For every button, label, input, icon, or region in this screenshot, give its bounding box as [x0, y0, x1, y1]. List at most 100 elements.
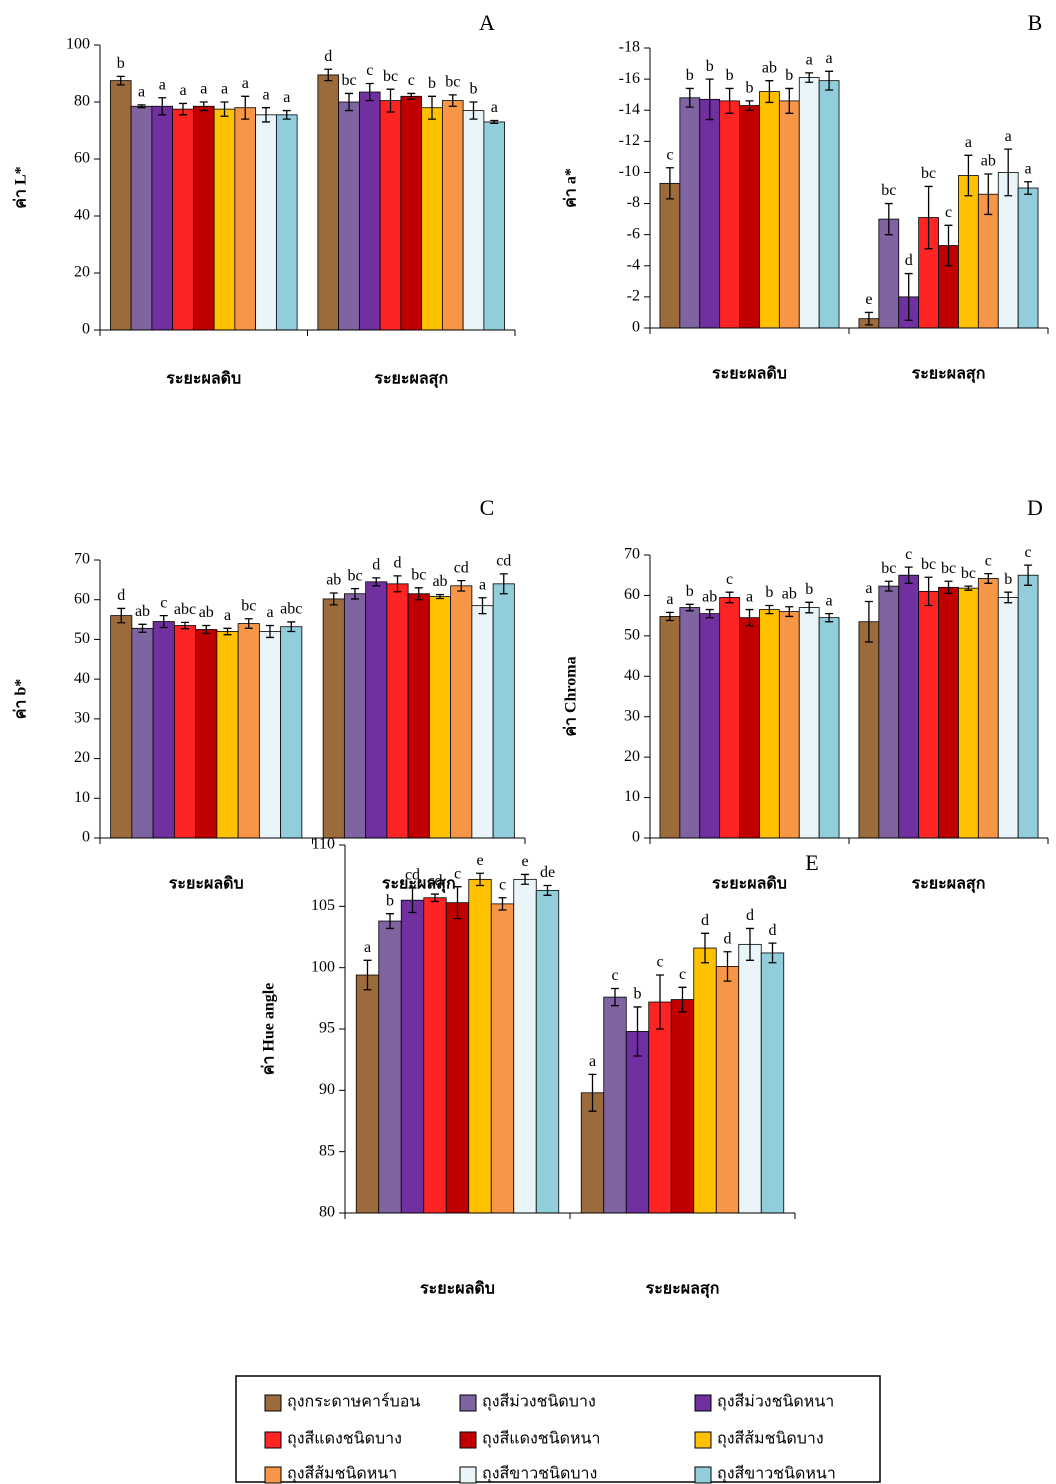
bar	[386, 583, 409, 839]
bar	[759, 91, 780, 329]
significance-letter: c	[905, 546, 912, 563]
bar	[760, 952, 785, 1214]
error-bar	[665, 167, 674, 200]
error-bar	[499, 573, 508, 595]
y-tick-label: 80	[319, 1204, 335, 1221]
significance-letter: c	[726, 571, 733, 588]
error-bar	[521, 873, 529, 885]
y-tick-label: 40	[74, 207, 90, 224]
error-bar	[611, 987, 619, 1007]
y-tick-label: 110	[312, 836, 335, 853]
significance-letter: b	[386, 892, 394, 909]
bar	[535, 889, 560, 1214]
bar	[195, 629, 218, 839]
error-bar	[701, 932, 709, 964]
error-bar	[241, 95, 250, 120]
bar	[255, 114, 277, 331]
legend-label: ถุงสีแดงชนิดหนา	[482, 1430, 600, 1449]
bar	[693, 947, 717, 1214]
bar	[679, 97, 701, 329]
error-bar	[656, 974, 664, 1030]
significance-letter: a	[965, 134, 972, 151]
bar	[109, 80, 132, 331]
x-tick-label: ระยะผลดิบ	[420, 1280, 495, 1298]
bar	[798, 607, 820, 839]
significance-letter: b	[428, 75, 436, 92]
error-bar	[904, 566, 913, 584]
error-bar	[705, 78, 714, 121]
bar	[471, 605, 494, 839]
significance-letter: cd	[454, 559, 469, 576]
bar	[699, 98, 721, 329]
error-bar	[137, 104, 146, 109]
error-bar	[665, 611, 674, 622]
y-axis-title: ค่า Hue angle	[261, 983, 278, 1076]
bar	[738, 943, 762, 1214]
bar	[648, 1001, 672, 1214]
significance-letter: cd	[427, 873, 442, 890]
error-bar	[944, 224, 953, 267]
bar	[445, 902, 470, 1214]
significance-letter: b	[117, 55, 125, 72]
y-tick-label: 95	[319, 1020, 335, 1037]
y-tick-label: 85	[319, 1142, 335, 1159]
significance-letter: bc	[921, 556, 936, 573]
significance-letter: c	[611, 967, 618, 984]
bar	[659, 616, 681, 839]
significance-letter: cd	[496, 553, 511, 570]
significance-letter: bc	[445, 74, 460, 91]
error-bar	[365, 82, 374, 102]
bar	[400, 899, 425, 1214]
y-tick-label: -16	[619, 70, 640, 87]
significance-letter: bc	[941, 560, 956, 577]
bar	[670, 999, 695, 1214]
bar	[379, 100, 402, 331]
significance-letter: b	[634, 986, 642, 1003]
bar	[192, 105, 215, 331]
legend-label: ถุงสีแดงชนิดบาง	[287, 1430, 402, 1449]
bar	[858, 621, 880, 839]
error-bar	[768, 942, 777, 964]
bar	[130, 105, 153, 331]
bar	[719, 100, 740, 329]
error-bar	[431, 893, 439, 903]
legend-swatch	[459, 1394, 477, 1412]
error-bar	[984, 572, 993, 584]
bar	[483, 121, 506, 331]
significance-letter: ab	[432, 573, 447, 590]
error-bar	[159, 614, 168, 629]
bar	[898, 574, 920, 839]
significance-letter: c	[679, 966, 686, 983]
y-tick-label: 40	[74, 670, 90, 687]
y-tick-label: 90	[319, 1081, 335, 1098]
error-bar	[805, 601, 814, 614]
y-tick-label: 10	[74, 789, 90, 806]
error-bar	[1024, 564, 1033, 586]
significance-letter: e	[476, 852, 483, 869]
significance-letter: d	[117, 587, 125, 604]
y-tick-label: 70	[74, 551, 90, 568]
y-tick-label: 105	[311, 897, 335, 914]
significance-letter: a	[589, 1053, 596, 1070]
significance-letter: a	[266, 604, 273, 621]
bar	[778, 611, 800, 839]
significance-letter: bc	[341, 72, 356, 89]
significance-letter: abc	[174, 601, 196, 618]
error-bar	[117, 607, 126, 624]
legend-label: ถุงสีม่วงชนิดหนา	[717, 1393, 834, 1412]
significance-letter: c	[656, 954, 663, 971]
bar	[759, 609, 780, 839]
error-bar	[543, 884, 552, 896]
bar	[423, 897, 447, 1214]
y-tick-label: 20	[74, 264, 90, 281]
error-bar	[244, 618, 253, 629]
bar	[407, 593, 430, 839]
error-bar	[223, 627, 232, 636]
error-bar	[414, 587, 423, 601]
error-bar	[407, 92, 416, 100]
bar	[778, 100, 800, 329]
y-tick-label: 20	[74, 749, 90, 766]
error-bar	[351, 587, 359, 600]
bar	[798, 77, 820, 329]
bar	[719, 597, 740, 839]
